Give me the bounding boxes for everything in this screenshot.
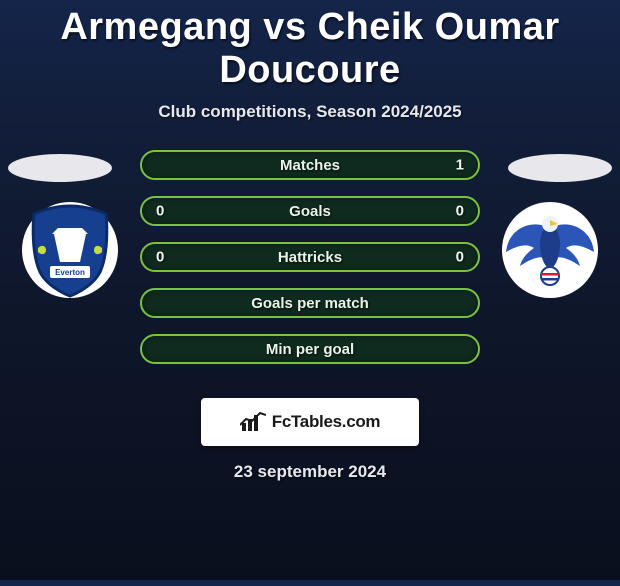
stat-label: Goals per match bbox=[251, 295, 369, 312]
stat-row-min-per-goal: Min per goal bbox=[140, 334, 480, 364]
footer-date: 23 september 2024 bbox=[0, 462, 620, 482]
stat-label: Min per goal bbox=[266, 341, 354, 358]
crystal-palace-eagle-icon bbox=[500, 200, 600, 300]
stat-value-left: 0 bbox=[156, 203, 164, 220]
stat-value-right: 0 bbox=[456, 203, 464, 220]
stat-label: Goals bbox=[289, 203, 331, 220]
stat-label: Hattricks bbox=[278, 249, 342, 266]
watermark-text: FcTables.com bbox=[272, 412, 381, 432]
player-photo-left bbox=[8, 154, 112, 182]
stats-column: Matches 1 0 Goals 0 0 Hattricks 0 Goals … bbox=[140, 150, 480, 380]
page-title: Armegang vs Cheik Oumar Doucoure bbox=[0, 6, 620, 92]
comparison-panel: Everton Matches 1 0 bbox=[0, 150, 620, 390]
everton-shield-icon: Everton bbox=[20, 200, 120, 300]
stat-row-goals-per-match: Goals per match bbox=[140, 288, 480, 318]
player-photo-right bbox=[508, 154, 612, 182]
watermark[interactable]: FcTables.com bbox=[201, 398, 419, 446]
stat-row-matches: Matches 1 bbox=[140, 150, 480, 180]
svg-text:Everton: Everton bbox=[55, 268, 85, 277]
stat-row-hattricks: 0 Hattricks 0 bbox=[140, 242, 480, 272]
stat-value-right: 1 bbox=[456, 157, 464, 174]
bar-chart-icon bbox=[240, 411, 266, 433]
page-subtitle: Club competitions, Season 2024/2025 bbox=[0, 102, 620, 122]
stat-label: Matches bbox=[280, 157, 340, 174]
stat-value-left: 0 bbox=[156, 249, 164, 266]
club-badge-left: Everton bbox=[20, 200, 120, 300]
club-badge-right bbox=[500, 200, 600, 300]
stat-row-goals: 0 Goals 0 bbox=[140, 196, 480, 226]
stat-value-right: 0 bbox=[456, 249, 464, 266]
